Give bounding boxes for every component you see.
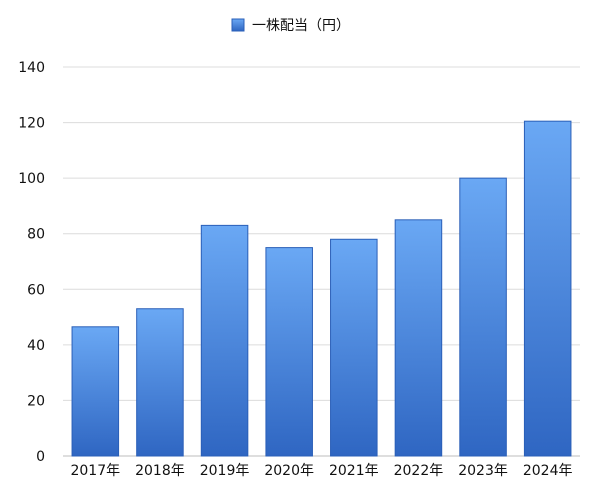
x-tick-label: 2021年	[329, 463, 379, 479]
legend-swatch	[231, 18, 245, 32]
bar	[459, 177, 507, 457]
bar	[136, 308, 184, 457]
y-tick-label: 100	[18, 171, 45, 187]
bar	[265, 247, 313, 457]
bar	[200, 224, 249, 457]
x-tick-label: 2018年	[135, 463, 185, 479]
y-tick-label: 60	[27, 282, 45, 298]
bar	[71, 326, 120, 457]
y-tick-label: 120	[18, 116, 45, 132]
x-tick-label: 2017年	[70, 463, 120, 479]
y-tick-label: 0	[36, 449, 45, 465]
y-tick-label: 140	[18, 60, 45, 76]
bar	[394, 219, 443, 457]
y-tick-label: 20	[27, 393, 45, 409]
legend-label: 一株配当（円）	[252, 18, 350, 34]
x-tick-label: 2019年	[200, 463, 250, 479]
bar	[523, 120, 572, 457]
legend: 一株配当（円）	[231, 18, 350, 34]
x-tick-label: 2022年	[394, 463, 444, 479]
x-tick-label: 2023年	[458, 463, 508, 479]
y-tick-label: 80	[27, 227, 45, 243]
y-tick-label: 40	[27, 338, 45, 354]
x-tick-label: 2020年	[264, 463, 314, 479]
y-axis-tick-labels: 0 20 40 60 80 100 120 140	[18, 60, 45, 465]
bar	[330, 238, 378, 457]
bars	[71, 120, 572, 457]
x-tick-label: 2024年	[523, 463, 573, 479]
x-axis-tick-labels: 2017年 2018年 2019年 2020年 2021年 2022年 2023年 2024年	[70, 463, 572, 479]
